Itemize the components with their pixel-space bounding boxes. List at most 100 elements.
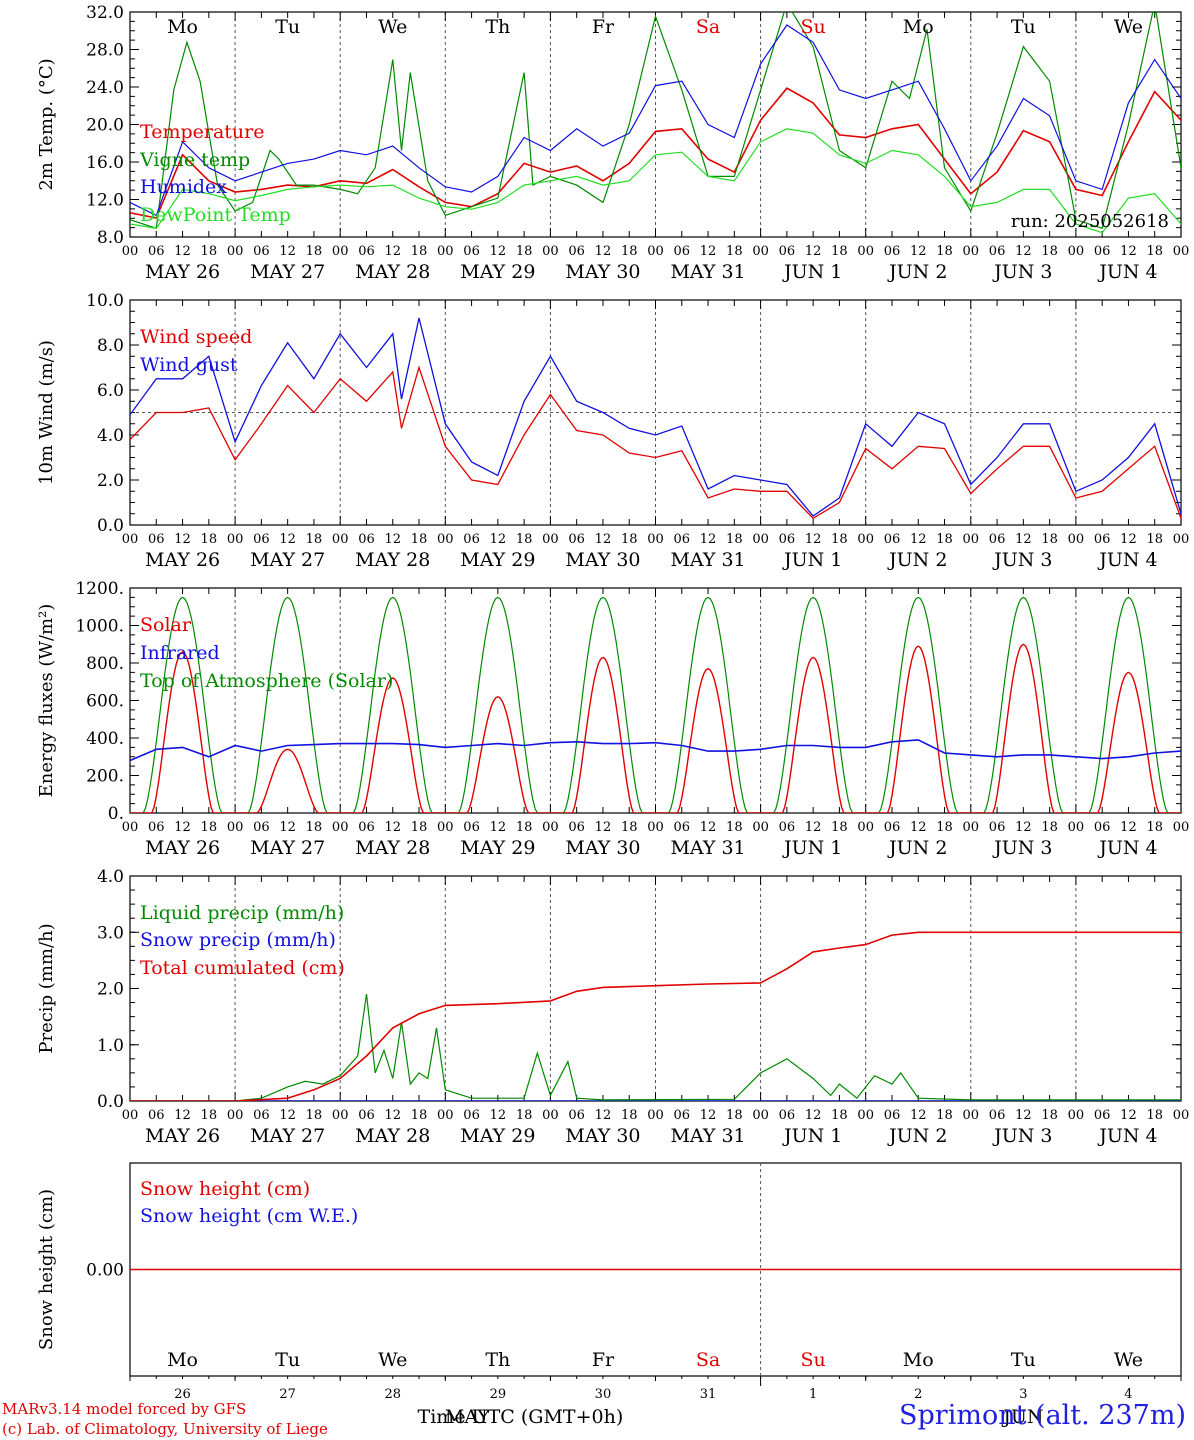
weekday-label: Mo	[167, 1349, 198, 1371]
y-tick-label: 20.0	[86, 116, 124, 136]
hour-label: 18	[621, 820, 638, 835]
y-tick-label: 0.	[108, 804, 124, 824]
y-axis-label: Precip (mm/h)	[36, 923, 57, 1053]
legend-dewpoint-temp: DewPoint Temp	[140, 204, 291, 226]
hour-label: 06	[779, 1108, 796, 1123]
hour-label: 06	[358, 532, 375, 547]
hour-label: 00	[437, 1108, 454, 1123]
y-tick-label: 600.	[86, 692, 124, 712]
hour-label: 06	[884, 244, 901, 259]
hour-label: 06	[674, 820, 691, 835]
y-tick-label: 16.0	[86, 153, 124, 173]
hour-label: 06	[674, 1108, 691, 1123]
hour-label: 12	[595, 532, 612, 547]
hour-label: 12	[700, 1108, 717, 1123]
legend-total-cumulated-cm: Total cumulated (cm)	[140, 957, 345, 979]
hour-label: 06	[779, 244, 796, 259]
hour-label: 06	[568, 532, 585, 547]
date-label: MAY 27	[250, 837, 325, 859]
hour-label: 06	[463, 820, 480, 835]
weekday-label: Sa	[696, 1349, 720, 1371]
date-label: MAY 28	[355, 837, 430, 859]
weekday-label: Mo	[903, 16, 934, 38]
hour-label: 06	[989, 820, 1006, 835]
hour-label: 18	[1041, 244, 1058, 259]
date-label: JUN 1	[782, 549, 842, 571]
hour-label: 18	[306, 820, 323, 835]
hour-label: 00	[857, 532, 874, 547]
legend-infrared: Infrared	[140, 642, 220, 664]
hour-label: 00	[1068, 820, 1085, 835]
hour-label: 06	[779, 820, 796, 835]
hour-label: 00	[437, 532, 454, 547]
y-tick-label: 1.0	[97, 1036, 124, 1056]
hour-label: 00	[963, 244, 980, 259]
weekday-label: We	[378, 16, 407, 38]
hour-label: 18	[831, 244, 848, 259]
y-tick-label: 2.0	[97, 980, 124, 1000]
y-axis-label: 10m Wind (m/s)	[36, 340, 57, 485]
series-temperature	[130, 87, 1181, 219]
hour-label: 06	[463, 244, 480, 259]
date-label: MAY 28	[355, 549, 430, 571]
hour-label: 00	[1173, 532, 1190, 547]
hour-label: 06	[463, 1108, 480, 1123]
hour-label: 00	[1068, 532, 1085, 547]
hour-label: 06	[568, 244, 585, 259]
weekday-label: We	[378, 1349, 407, 1371]
y-tick-label: 800.	[86, 654, 124, 674]
weekday-label: Tu	[275, 1349, 300, 1371]
date-label: JUN 4	[1097, 261, 1157, 283]
hour-label: 18	[516, 532, 533, 547]
hour-label: 00	[857, 1108, 874, 1123]
hour-label: 06	[568, 820, 585, 835]
series-toa-solar	[130, 596, 1181, 813]
hour-label: 12	[595, 820, 612, 835]
hour-label: 12	[384, 1108, 401, 1123]
hour-label: 00	[437, 244, 454, 259]
legend-top-of-atmosphere-solar: Top of Atmosphere (Solar)	[140, 670, 393, 692]
hour-label: 18	[516, 244, 533, 259]
hour-label: 18	[621, 1108, 638, 1123]
date-label: MAY 27	[250, 261, 325, 283]
date-label: JUN 1	[782, 1125, 842, 1147]
legend-wind-speed: Wind speed	[140, 326, 252, 348]
y-tick-label: 0.0	[97, 1092, 124, 1112]
series-infrared	[130, 739, 1181, 762]
y-tick-label: 8.0	[97, 228, 124, 248]
panel-4: 00 06 12 18 00 06 12 18 00 06 12 18 00 06 12 18 00 06 12 18…	[36, 867, 1189, 1147]
hour-label: 00	[332, 532, 349, 547]
y-tick-label: 0.00	[86, 1261, 124, 1281]
date-label: MAY 31	[670, 549, 745, 571]
date-label: JUN 1	[782, 837, 842, 859]
y-tick-label: 2.0	[97, 471, 124, 491]
y-tick-label: 10.0	[86, 291, 124, 311]
hour-label: 00	[647, 1108, 664, 1123]
hour-label: 18	[726, 1108, 743, 1123]
hour-label: 12	[1120, 532, 1137, 547]
hour-label: 18	[726, 820, 743, 835]
date-label: JUN 3	[992, 1125, 1052, 1147]
hour-label: 00	[1068, 244, 1085, 259]
hour-label: 00	[122, 532, 139, 547]
hour-label: 06	[253, 244, 270, 259]
hour-label: 12	[384, 244, 401, 259]
series-total-cumulated	[130, 931, 1181, 1101]
hour-label: 06	[1094, 244, 1111, 259]
panel-3: 00 06 12 18 00 06 12 18 00 06 12 18 00 06 12 18 00 06 12 18…	[36, 579, 1190, 859]
hour-label: 12	[279, 1108, 296, 1123]
hour-label: 00	[1173, 820, 1190, 835]
hour-label: 00	[122, 1108, 139, 1123]
hour-label: 00	[1173, 244, 1190, 259]
hour-label: 12	[490, 244, 507, 259]
y-axis-label: 2m Temp. (°C)	[36, 58, 57, 190]
panel-2: 00 06 12 18 00 06 12 18 00 06 12 18 00 06 12 18 00 06 12 18…	[36, 291, 1190, 571]
hour-label: 12	[910, 244, 927, 259]
hour-label: 18	[1041, 820, 1058, 835]
hour-label: 12	[1015, 532, 1032, 547]
weekday-label: We	[1114, 1349, 1143, 1371]
hour-label: 18	[306, 532, 323, 547]
date-label: JUN 3	[992, 549, 1052, 571]
day-number: 4	[1124, 1387, 1132, 1402]
